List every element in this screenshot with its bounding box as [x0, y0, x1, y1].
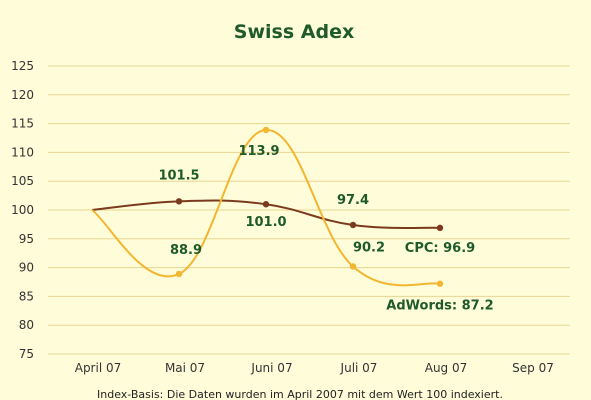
y-tick-label: 95: [19, 232, 34, 246]
y-tick-label: 75: [19, 347, 34, 361]
y-tick-label: 105: [11, 174, 34, 188]
y-tick-label: 90: [19, 261, 34, 275]
y-tick-label: 110: [11, 145, 34, 159]
data-label-adwords: 88.9: [170, 243, 202, 258]
chart-title: Swiss Adex: [234, 21, 354, 43]
data-label-adwords: 90.2: [353, 240, 385, 255]
y-tick-label: 100: [11, 203, 34, 217]
y-tick-label: 120: [11, 88, 34, 102]
data-labels: 101.5 101.0 97.4 CPC: 96.9 88.9 113.9 90.2 AdWo…: [158, 144, 493, 314]
y-tick-label: 125: [11, 59, 34, 73]
data-point-adwords: [175, 270, 183, 278]
x-tick-label: Aug 07: [425, 361, 468, 375]
data-label-adwords: 113.9: [238, 144, 279, 159]
data-point-adwords: [436, 280, 444, 287]
gridlines: [48, 65, 570, 355]
x-tick-label: Juli 07: [340, 361, 378, 375]
footnote: Index-Basis: Die Daten wurden im April 2…: [97, 388, 503, 400]
data-point-cpc: [175, 198, 183, 205]
data-point-cpc: [436, 224, 444, 232]
x-tick-label: Mai 07: [165, 361, 205, 375]
y-tick-label: 85: [19, 289, 34, 303]
x-tick-label: Juni 07: [250, 361, 292, 375]
data-label-adwords: AdWords: 87.2: [386, 299, 493, 314]
y-tick-label: 80: [19, 318, 34, 332]
data-label-cpc: 101.0: [245, 215, 286, 230]
x-tick-label: Sep 07: [512, 361, 554, 375]
series-lines: [91, 126, 444, 287]
x-axis-ticks: April 07 Mai 07 Juni 07 Juli 07 Aug 07 Sep 07: [75, 361, 554, 375]
data-point-adwords: [262, 126, 270, 134]
data-point-adwords: [349, 263, 357, 270]
y-axis-ticks: 125 120 115 110 105 100 95 90 85 80 75: [11, 59, 34, 361]
data-label-cpc: 101.5: [158, 168, 199, 183]
data-label-cpc: 97.4: [337, 193, 369, 208]
data-point-cpc: [349, 221, 357, 229]
data-label-cpc: CPC: 96.9: [405, 241, 475, 256]
data-point-cpc: [262, 201, 270, 208]
x-tick-label: April 07: [75, 361, 122, 375]
y-tick-label: 115: [11, 117, 34, 131]
